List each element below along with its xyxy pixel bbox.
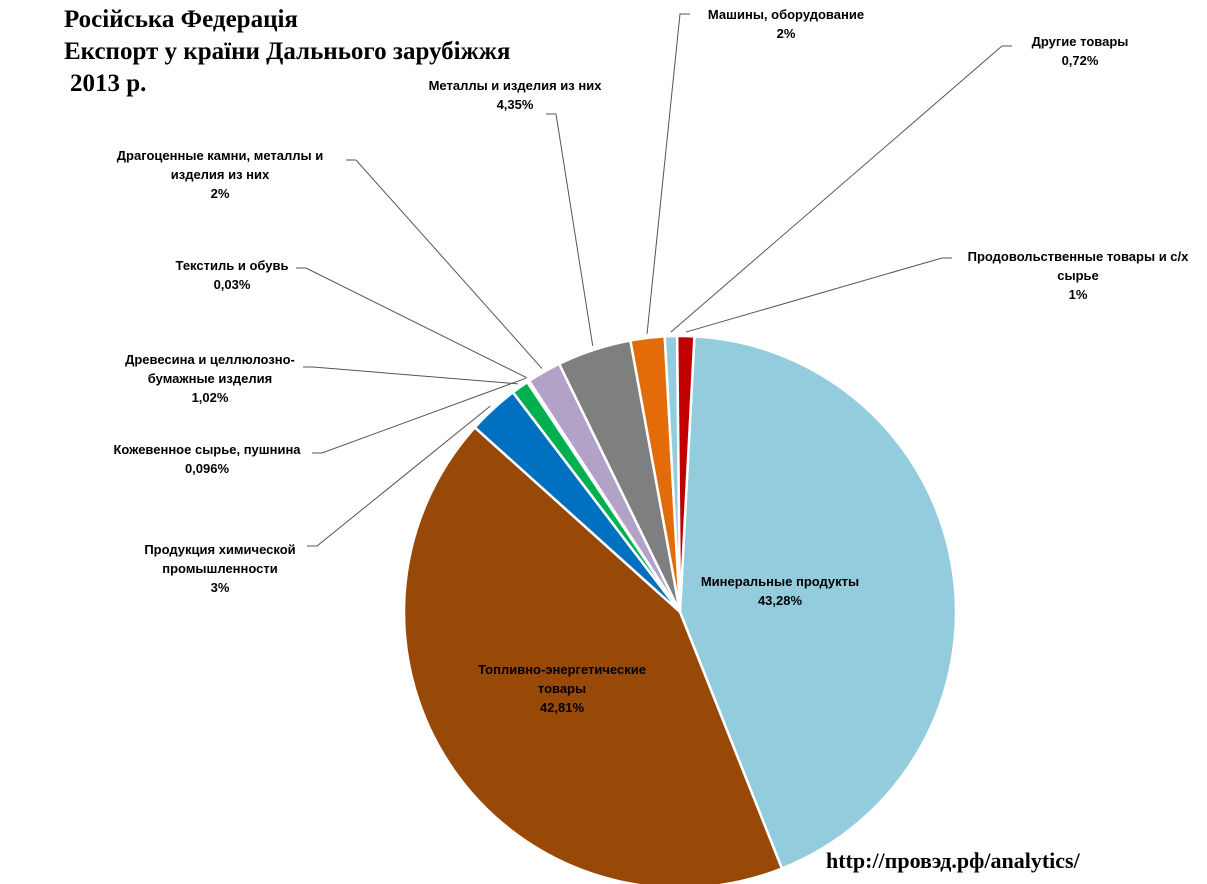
value-label: 3%: [120, 578, 320, 597]
leader-line: [686, 258, 952, 332]
category-label: Драгоценные камни, металлы и изделия из …: [95, 146, 345, 184]
category-label: Кожевенное сырье, пушнина: [92, 440, 322, 459]
category-label: Другие товары: [1005, 32, 1155, 51]
value-label: 0,72%: [1005, 51, 1155, 70]
value-label: 2%: [95, 184, 345, 203]
category-label: Продовольственные товары и с/х сырье: [953, 247, 1203, 285]
slice-label: Драгоценные камни, металлы и изделия из …: [95, 146, 345, 203]
category-label: Топливно-энергетические товары: [457, 660, 667, 698]
category-label: Машины, оборудование: [686, 5, 886, 24]
category-label: Минеральные продукты: [690, 572, 870, 591]
leader-line: [296, 268, 527, 378]
value-label: 0,03%: [157, 275, 307, 294]
category-label: Древесина и целлюлозно-бумажные изделия: [110, 350, 310, 388]
category-label: Текстиль и обувь: [157, 256, 307, 275]
leader-line: [346, 160, 542, 368]
leader-line: [647, 14, 690, 334]
leader-line: [546, 114, 593, 346]
title-line: Російська Федерація: [64, 4, 510, 36]
value-label: 4,35%: [405, 95, 625, 114]
page: Російська Федерація Експорт у країни Дал…: [0, 0, 1207, 884]
leader-line: [303, 367, 518, 384]
category-label: Продукция химической промышленности: [120, 540, 320, 578]
source: http://провэд.рф/analytics/: [822, 848, 1084, 874]
value-label: 1%: [953, 285, 1203, 304]
value-label: 43,28%: [690, 591, 870, 610]
value-label: 42,81%: [457, 698, 667, 717]
title-line: Експорт у країни Дальнього зарубіжжя: [64, 36, 510, 68]
category-label: Металлы и изделия из них: [405, 76, 625, 95]
value-label: 0,096%: [92, 459, 322, 478]
value-label: 1,02%: [110, 388, 310, 407]
value-label: 2%: [686, 24, 886, 43]
